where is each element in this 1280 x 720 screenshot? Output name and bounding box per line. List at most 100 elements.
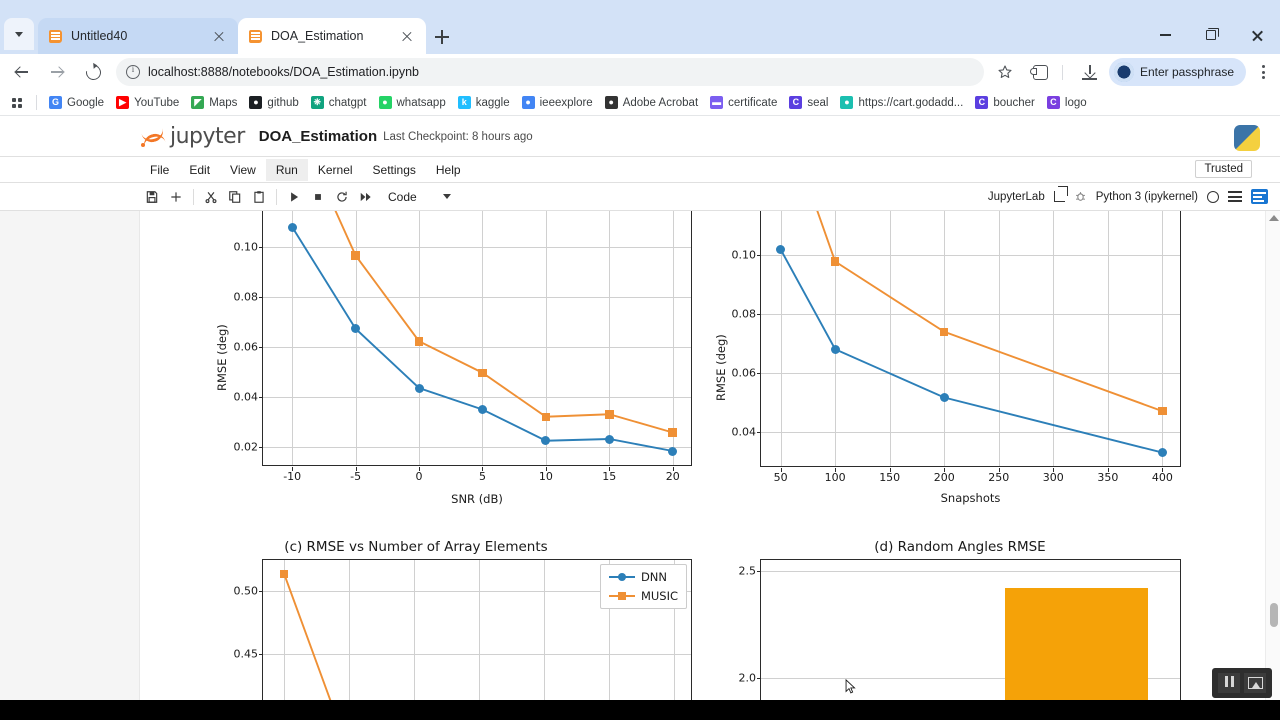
copy-button[interactable]	[223, 185, 247, 209]
run-cell-button[interactable]	[282, 185, 306, 209]
x-tick-mark	[780, 468, 782, 472]
external-link-icon[interactable]	[1053, 186, 1068, 202]
subplot-c: (c) RMSE vs Number of Array Elements RMS…	[140, 539, 700, 700]
chevron-down-icon[interactable]	[442, 194, 451, 199]
x-tick-mark	[998, 468, 1000, 472]
x-tick-label: 400	[1151, 471, 1173, 484]
browser-menu-button[interactable]	[1252, 61, 1274, 83]
y-tick-label: 0.10	[731, 248, 757, 262]
restart-kernel-button[interactable]	[330, 185, 354, 209]
arrow-left-icon	[14, 65, 29, 80]
scroll-up-icon[interactable]	[1269, 215, 1279, 221]
gridline-vertical	[608, 560, 610, 700]
notebook-title[interactable]: DOA_Estimation	[258, 128, 378, 145]
jupyter-wordmark: jupyter	[170, 124, 245, 149]
address-bar[interactable]: localhost:8888/notebooks/DOA_Estimation.…	[116, 58, 984, 86]
jupyterlab-link[interactable]: JupyterLab	[987, 190, 1045, 203]
kernel-name-label[interactable]: Python 3 (ipykernel)	[1095, 190, 1198, 203]
reload-button[interactable]	[78, 57, 108, 87]
new-tab-button[interactable]	[430, 25, 454, 49]
y-tick-mark	[259, 447, 263, 448]
passphrase-label: Enter passphrase	[1139, 65, 1234, 79]
extensions-button[interactable]	[1026, 57, 1056, 87]
gridline-horizontal	[761, 677, 1180, 679]
data-point-dnn	[776, 244, 786, 254]
subplot-d: (d) Random Angles RMSE RMSE (deg) 1.52.0…	[680, 539, 1258, 700]
scrollbar-thumb[interactable]	[1270, 603, 1278, 627]
gridline-vertical	[998, 211, 1000, 466]
table-of-contents-icon[interactable]	[1228, 191, 1242, 202]
notebook-panel-icon[interactable]	[1251, 189, 1268, 204]
apps-button[interactable]	[4, 92, 30, 114]
kernel-status-icon[interactable]	[1207, 190, 1219, 203]
restart-run-all-button[interactable]	[354, 185, 378, 209]
bookmark-kaggle[interactable]: k kaggle	[452, 94, 516, 111]
forward-button[interactable]	[42, 57, 72, 87]
recorder-pause-button[interactable]	[1218, 673, 1240, 693]
gridline-horizontal	[263, 297, 691, 298]
paste-button[interactable]	[247, 185, 271, 209]
interrupt-kernel-button[interactable]	[306, 185, 330, 209]
minimize-button[interactable]	[1142, 18, 1188, 52]
menu-settings[interactable]: Settings	[372, 162, 416, 177]
gridline-horizontal	[761, 570, 1180, 572]
jupyter-logo[interactable]: jupyter	[140, 124, 245, 149]
maximize-button[interactable]	[1188, 18, 1234, 52]
save-button[interactable]	[140, 185, 164, 209]
bookmark-ieeexplore[interactable]: ● ieeexplore	[516, 94, 599, 111]
menu-help[interactable]: Help	[435, 162, 461, 177]
series-line-dnn	[779, 248, 1163, 454]
favicon-icon: C	[975, 96, 989, 109]
bookmark-whatsapp[interactable]: ● whatsapp	[373, 94, 452, 111]
menu-file[interactable]: File	[150, 162, 170, 177]
bookmark-chatgpt[interactable]: ❈ chatgpt	[305, 94, 373, 111]
bookmark-maps[interactable]: ◤ Maps	[185, 94, 243, 111]
trusted-badge[interactable]: Trusted	[1195, 160, 1252, 178]
toolbar-divider	[193, 188, 194, 205]
cell-type-select[interactable]: Code	[388, 189, 417, 204]
menu-bar: File Edit View Run Kernel Settings Help Trusted	[0, 157, 1280, 183]
bookmark-button[interactable]	[990, 57, 1020, 87]
cut-button[interactable]	[199, 185, 223, 209]
gridline-vertical	[482, 211, 484, 465]
back-button[interactable]	[6, 57, 36, 87]
close-icon[interactable]	[398, 27, 416, 45]
bookmark-github[interactable]: ● github	[243, 94, 304, 111]
menu-kernel[interactable]: Kernel	[317, 162, 353, 177]
browser-tab-1[interactable]: DOA_Estimation	[238, 18, 426, 54]
enter-passphrase-button[interactable]: Enter passphrase	[1108, 58, 1246, 86]
close-window-button[interactable]	[1234, 18, 1280, 52]
tab-search-button[interactable]	[4, 18, 34, 50]
menu-view[interactable]: View	[230, 162, 256, 177]
bookmark-label: boucher	[993, 96, 1035, 109]
browser-tab-0[interactable]: Untitled40	[38, 18, 238, 54]
y-tick-mark	[757, 313, 761, 315]
notebook-scrollbar[interactable]	[1265, 211, 1280, 700]
bookmark-certificate[interactable]: ▬ certificate	[704, 94, 783, 111]
gridline-vertical	[349, 560, 350, 700]
toolbar-right-group: JupyterLab Python 3 (ipykernel)	[987, 186, 1268, 204]
gridline-horizontal	[761, 373, 1180, 375]
menu-run[interactable]: Run	[265, 158, 308, 181]
debug-bug-icon[interactable]	[1074, 190, 1087, 203]
bookmark-https-cart-godadd[interactable]: ● https://cart.godadd...	[834, 94, 969, 111]
close-icon[interactable]	[210, 27, 228, 45]
menu-edit[interactable]: Edit	[189, 162, 211, 177]
maximize-icon	[1206, 27, 1219, 40]
subplot-d-ylabel: RMSE (deg)	[714, 669, 728, 700]
bookmark-google[interactable]: G Google	[43, 94, 110, 111]
gridline-horizontal	[761, 432, 1180, 434]
insert-cell-button[interactable]	[164, 185, 188, 209]
downloads-button[interactable]	[1075, 57, 1105, 87]
bookmark-label: ieeexplore	[539, 96, 593, 109]
bookmark-adobe-acrobat[interactable]: ● Adobe Acrobat	[599, 94, 704, 111]
site-info-icon[interactable]	[126, 64, 140, 79]
recorder-screenshot-button[interactable]	[1244, 673, 1266, 693]
bookmark-youtube[interactable]: ▶ YouTube	[110, 94, 185, 111]
favicon-icon: ●	[604, 96, 618, 109]
gridline-vertical	[673, 560, 675, 700]
